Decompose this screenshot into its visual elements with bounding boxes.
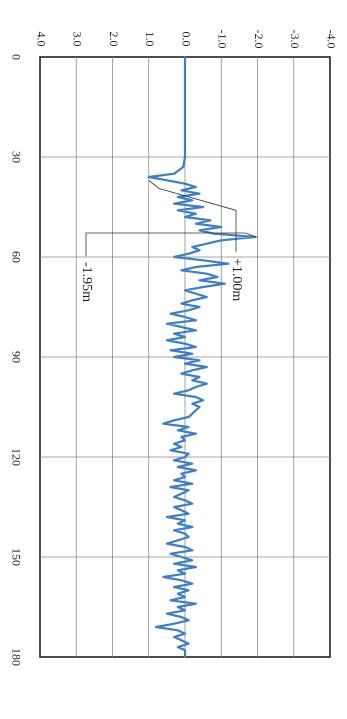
- y-tick-label: -4.0: [324, 30, 338, 49]
- y-tick-label: -1.0: [216, 30, 230, 49]
- series-line: [147, 55, 257, 659]
- y-tick-label: -3.0: [288, 30, 302, 49]
- y-tick-label: 4.0: [34, 32, 48, 47]
- x-tick-label: 0: [9, 54, 23, 60]
- y-tick-label: -2.0: [252, 30, 266, 49]
- y-tick-label: 3.0: [71, 32, 85, 47]
- annotation-min: -1.95m: [79, 262, 94, 302]
- y-tick-label: 0.0: [179, 32, 193, 47]
- y-tick-label: 1.0: [143, 32, 157, 47]
- annotation-leader-max: [148, 180, 237, 252]
- x-tick-label: 120: [9, 448, 23, 466]
- x-tick-label: 60: [9, 251, 23, 263]
- annotation-max: +1.00m: [229, 258, 244, 301]
- annotation-leader-min: [85, 232, 256, 256]
- x-tick-label: 30: [9, 151, 23, 163]
- x-tick-label: 180: [9, 648, 23, 666]
- x-tick-label: 90: [9, 351, 23, 363]
- y-tick-label: 2.0: [107, 32, 121, 47]
- x-tick-label: 150: [9, 548, 23, 566]
